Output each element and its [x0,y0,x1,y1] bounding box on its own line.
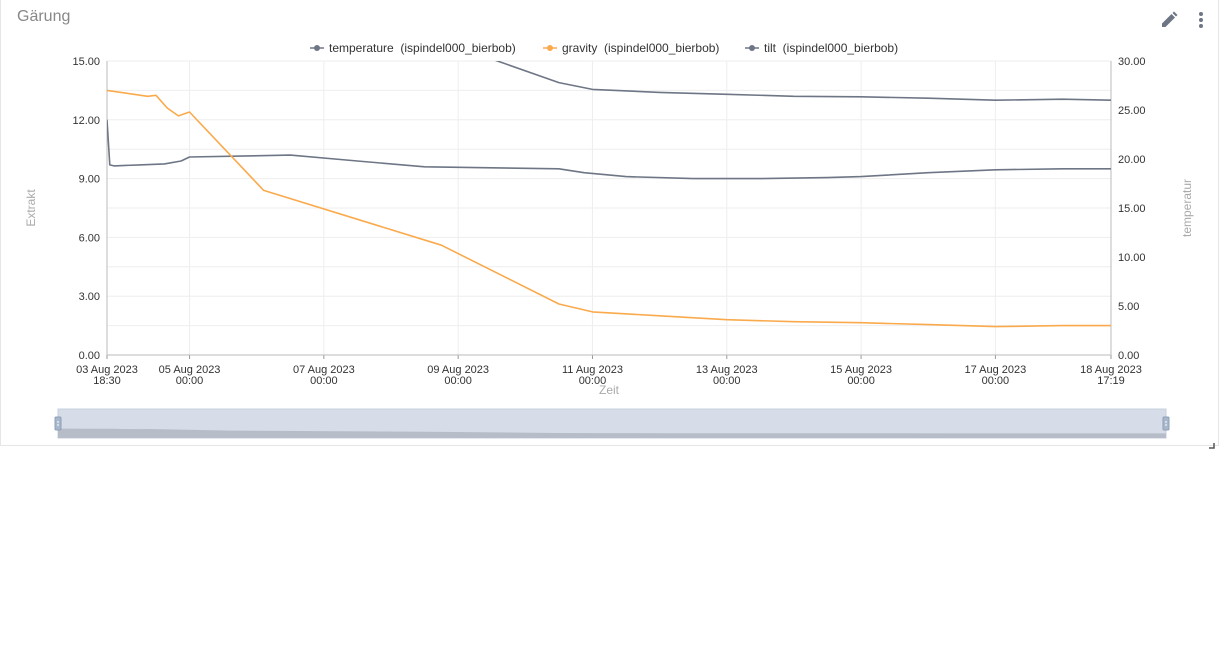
x-tick-time: 00:00 [444,375,472,387]
x-tick-time: 18:30 [93,375,121,387]
x-tick-date: 11 Aug 2023 [562,364,623,376]
temperature-series-line [107,119,1111,180]
zoom-handle-right[interactable] [1162,416,1170,431]
y-tick-label: 9.00 [79,174,100,186]
more-vertical-icon[interactable] [1193,10,1209,30]
y2-axis-title: temperatur [1180,179,1194,237]
card-title: Gärung [17,8,71,25]
legend-item-tilt: tilt (ispindel000_bierbob) [764,41,898,55]
x-tick-date: 15 Aug 2023 [830,364,892,376]
x-tick-time: 00:00 [982,375,1010,387]
y2-tick-label: 15.00 [1118,203,1146,215]
x-tick-time: 17:19 [1097,375,1125,387]
x-tick-time: 00:00 [579,375,607,387]
y-tick-label: 6.00 [79,232,100,244]
legend-marker-dot [314,45,320,51]
x-tick-time: 00:00 [310,375,338,387]
y2-tick-label: 20.00 [1118,154,1146,166]
x-tick-time: 00:00 [176,375,204,387]
zoom-handle-left[interactable] [54,416,62,431]
y2-tick-label: 30.00 [1118,56,1146,68]
x-axis-title: Zeit [599,383,620,397]
y-tick-label: 3.00 [79,291,100,303]
tilt-series-line [494,61,1111,101]
y2-tick-label: 25.00 [1118,105,1146,117]
y-axis-title: Extrakt [24,189,38,227]
x-tick-date: 17 Aug 2023 [964,364,1026,376]
y2-tick-label: 5.00 [1118,301,1139,313]
y-tick-label: 15.00 [72,56,100,68]
x-tick-time: 00:00 [847,375,875,387]
x-tick-date: 18 Aug 2023 [1080,364,1142,376]
y2-tick-label: 10.00 [1118,252,1146,264]
resize-handle-icon[interactable] [1209,436,1215,449]
y-tick-label: 12.00 [72,115,100,127]
x-tick-date: 03 Aug 2023 [76,364,138,376]
legend-marker-dot [547,45,553,51]
y-tick-label: 0.00 [79,350,100,362]
x-tick-date: 13 Aug 2023 [696,364,758,376]
x-tick-date: 05 Aug 2023 [159,364,221,376]
gravity-series-line [107,89,1111,328]
legend-item-temperature: temperature (ispindel000_bierbob) [329,41,516,55]
y2-tick-label: 0.00 [1118,350,1139,362]
x-tick-date: 09 Aug 2023 [427,364,489,376]
x-tick-time: 00:00 [713,375,741,387]
chart-card: Gärung [0,0,1219,449]
legend-item-gravity: gravity (ispindel000_bierbob) [562,41,719,55]
legend-marker-dot [749,45,755,51]
x-tick-date: 07 Aug 2023 [293,364,355,376]
zoom-preview-area [58,428,1166,438]
pencil-icon[interactable] [1159,10,1179,30]
